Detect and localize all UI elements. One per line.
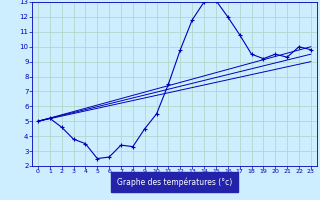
X-axis label: Graphe des températures (°c): Graphe des températures (°c) — [117, 177, 232, 187]
